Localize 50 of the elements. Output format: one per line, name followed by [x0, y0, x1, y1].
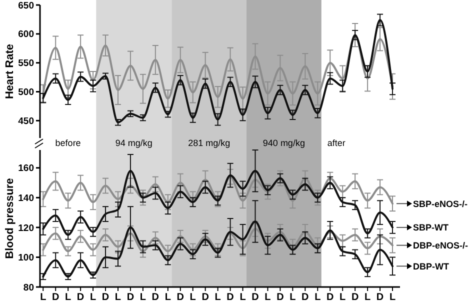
y-tick-label: 100 — [18, 252, 34, 264]
x-tick-label: D — [276, 292, 284, 301]
x-tick-label: D — [202, 292, 209, 301]
y-tick-label: 80 — [23, 282, 34, 294]
x-tick-label: D — [152, 292, 160, 301]
text: DBP-WT — [413, 261, 450, 272]
x-tick-label: D — [52, 292, 60, 301]
y-tick-label: 450 — [18, 116, 34, 127]
y-tick-label: 650 — [18, 0, 34, 12]
y-axis-title: Heart Rate — [4, 44, 16, 100]
x-tick-label: L — [164, 292, 171, 301]
x-tick-label: L — [90, 292, 96, 301]
x-tick-label: D — [176, 292, 184, 301]
text: 94 mg/kg — [115, 138, 152, 148]
x-tick-label: D — [376, 292, 384, 301]
x-tick-label: L — [364, 292, 371, 301]
y-tick-label: 500 — [18, 87, 34, 98]
x-tick-label: D — [351, 292, 359, 301]
text: after — [327, 138, 346, 148]
text: DBP-eNOS-/- — [413, 240, 468, 250]
x-tick-label: D — [126, 292, 134, 301]
text: 940 mg/kg — [262, 138, 305, 148]
x-tick-label: D — [326, 292, 334, 301]
x-tick-label: D — [302, 292, 309, 301]
x-tick-label: L — [190, 292, 196, 301]
y-tick-label: 600 — [18, 29, 34, 40]
x-tick-label: L — [264, 292, 271, 301]
y-tick-label: 160 — [18, 163, 34, 174]
x-tick-label: L — [65, 292, 72, 301]
x-tick-label: L — [389, 292, 396, 301]
x-tick-label: D — [76, 292, 84, 301]
y-tick-label: 140 — [18, 192, 34, 204]
x-tick-label: D — [252, 292, 259, 301]
x-tick-label: D — [102, 292, 110, 301]
x-tick-label: L — [314, 292, 321, 301]
x-tick-label: L — [240, 292, 246, 301]
x-tick-label: L — [140, 292, 146, 301]
y-tick-label: 120 — [18, 222, 34, 234]
x-tick-label: L — [214, 292, 221, 301]
text: SBP-eNOS-/- — [413, 198, 468, 209]
x-tick-label: L — [290, 292, 296, 301]
x-tick-label: D — [226, 292, 234, 301]
x-tick-label: L — [40, 292, 46, 301]
y-axis-title: Blood pressure — [4, 178, 16, 259]
y-tick-label: 550 — [18, 58, 34, 70]
x-tick-label: L — [114, 292, 122, 301]
text: 281 mg/kg — [188, 138, 230, 148]
text: SBP-WT — [413, 222, 449, 233]
x-tick-label: L — [340, 292, 346, 301]
text: before — [55, 138, 81, 148]
